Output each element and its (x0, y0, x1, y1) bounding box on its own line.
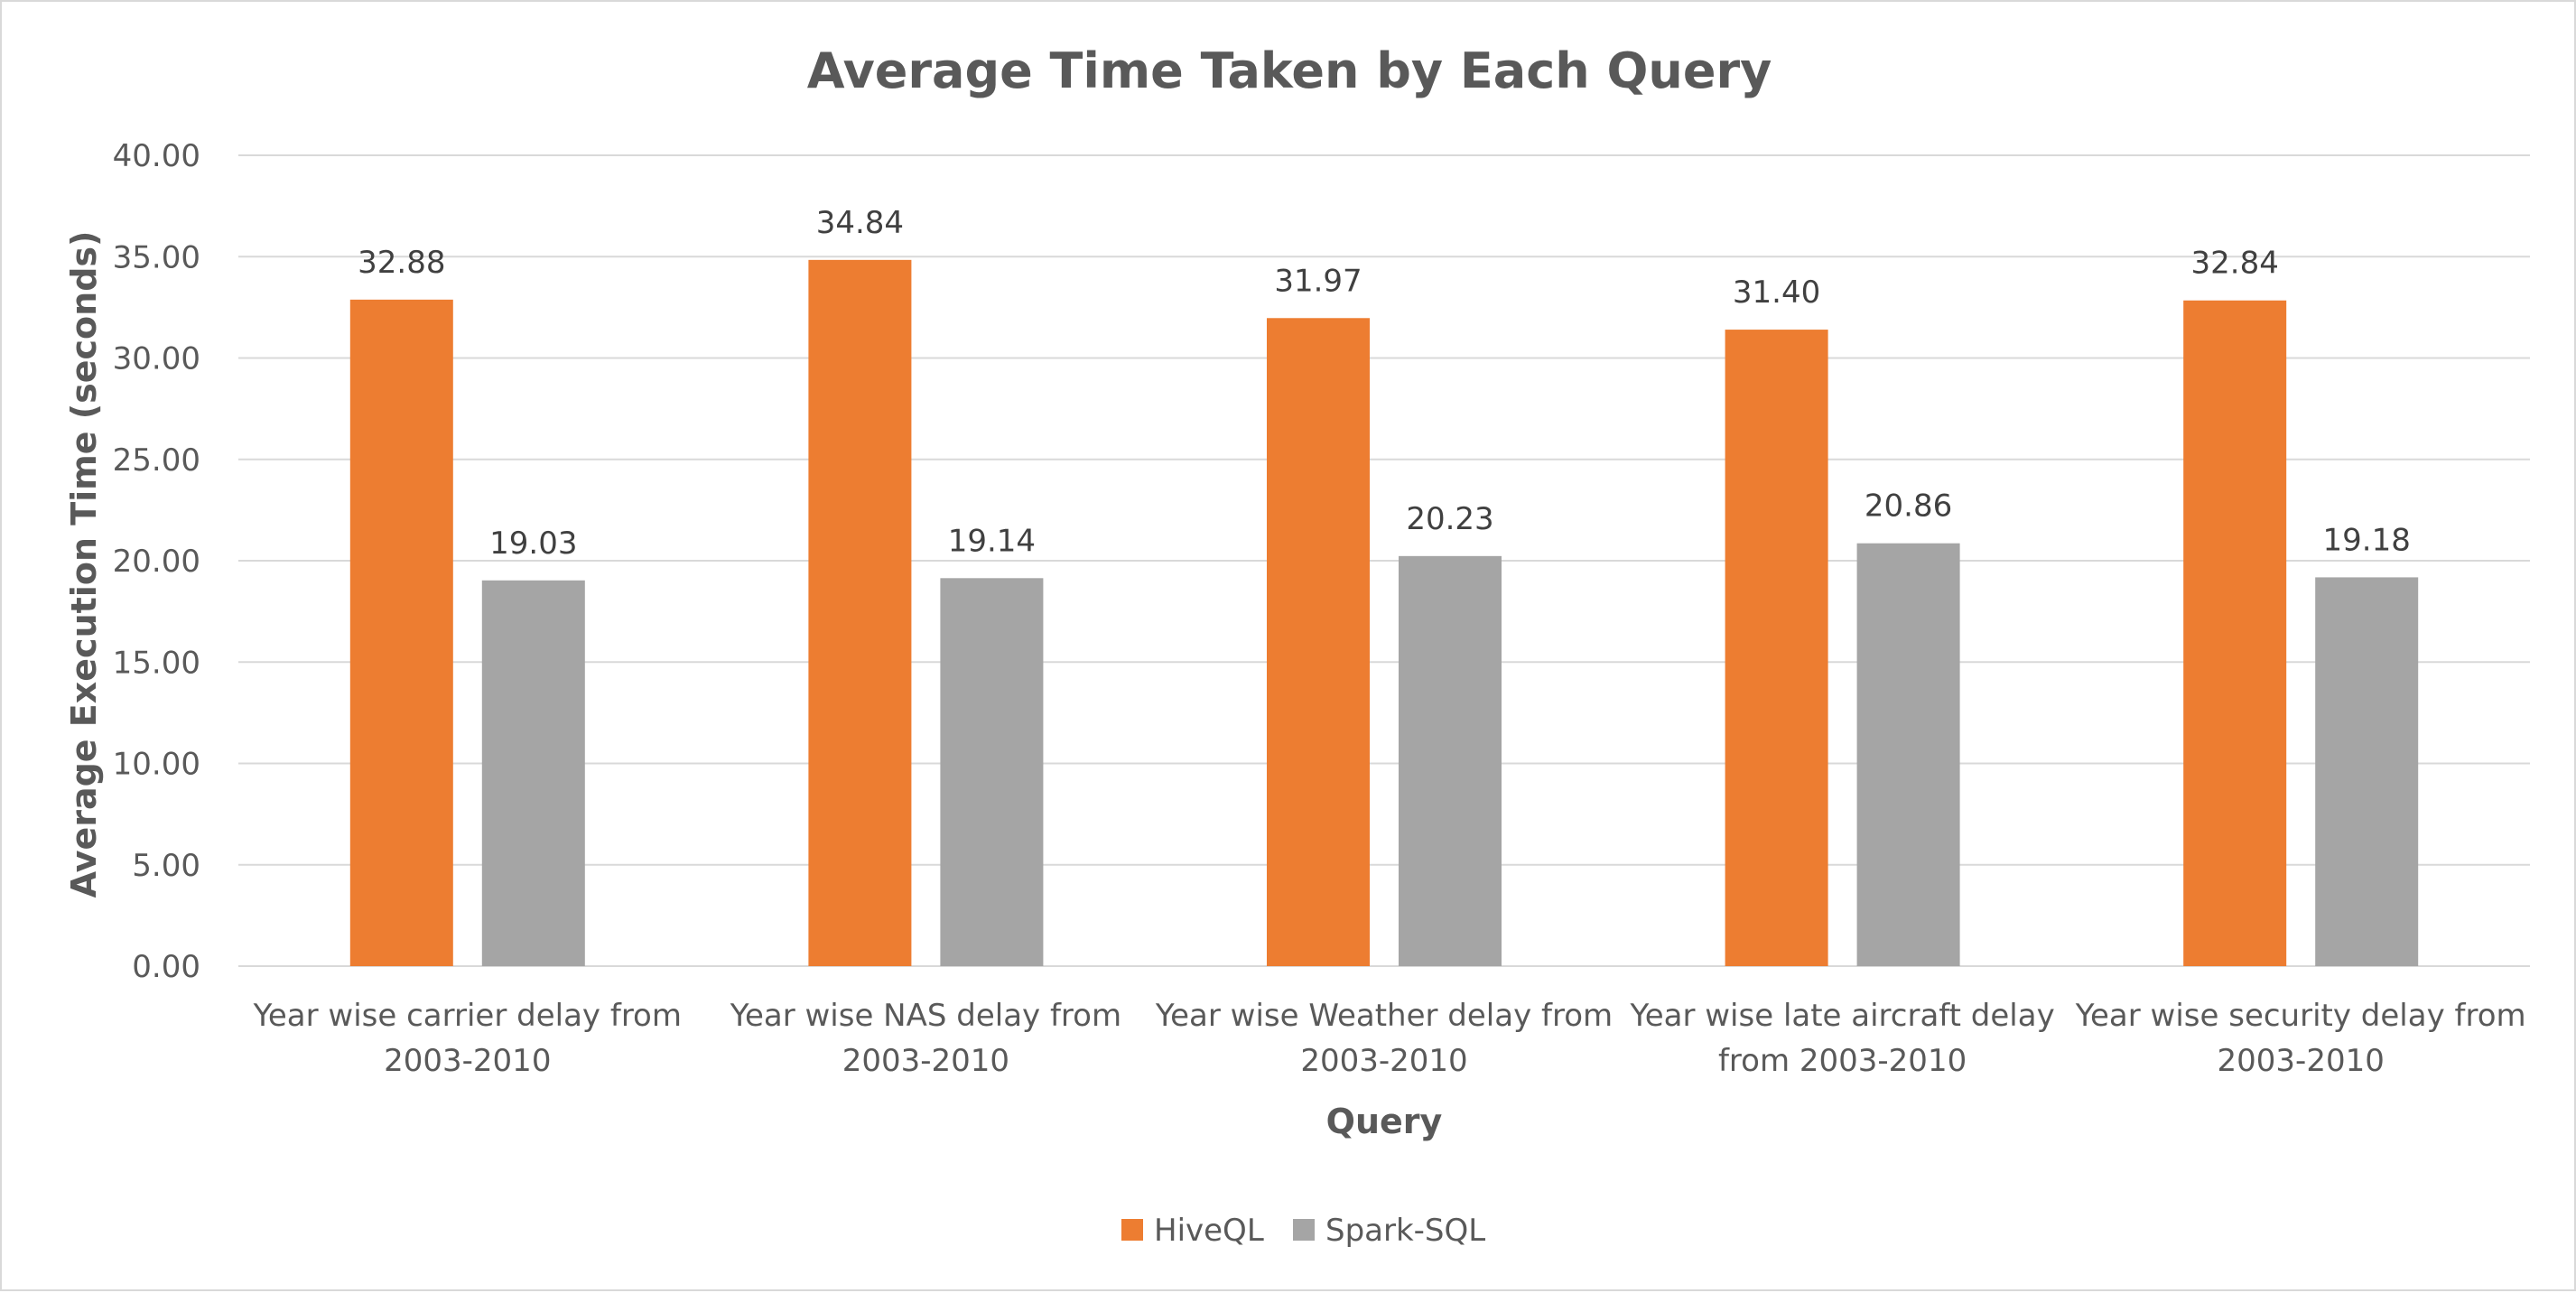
x-axis-categories: Year wise carrier delay from 2003-2010 Yea… (253, 998, 2526, 1079)
data-label: 32.88 (358, 245, 445, 281)
data-label: 20.23 (1406, 501, 1493, 537)
x-category-label: from 2003-2010 (1718, 1043, 1967, 1079)
x-axis-title: Query (1326, 1102, 1443, 1141)
bar-spark-sql-4 (1856, 543, 1960, 966)
y-tick-label: 10.00 (113, 747, 200, 783)
data-label: 19.03 (489, 526, 577, 562)
bar-hiveql-4 (1725, 330, 1828, 966)
x-category-label: Year wise carrier delay from (253, 998, 682, 1034)
bar-hiveql-2 (808, 259, 912, 966)
legend-label: Spark-SQL (1325, 1213, 1485, 1249)
bar-spark-sql-2 (940, 578, 1044, 966)
y-tick-label: 40.00 (113, 138, 200, 174)
x-category-label: 2003-2010 (842, 1043, 1009, 1079)
legend-swatch-hiveql (1121, 1219, 1143, 1241)
data-label: 19.18 (2323, 522, 2411, 558)
bars (349, 259, 2419, 966)
bar-hiveql-1 (349, 299, 453, 966)
data-label: 31.97 (1274, 263, 1362, 299)
bar-spark-sql-5 (2315, 577, 2419, 966)
data-label: 19.14 (948, 523, 1036, 559)
x-category-label: Year wise NAS delay from (730, 998, 1121, 1034)
y-axis-title: Average Execution Time (seconds) (64, 231, 104, 898)
data-label: 31.40 (1733, 274, 1820, 311)
y-tick-label: 30.00 (113, 341, 200, 377)
gridlines (238, 154, 2530, 967)
y-axis-ticks: 0.00 5.00 10.00 15.00 20.00 25.00 30.00 35.00 40… (113, 138, 200, 985)
bar-spark-sql-3 (1399, 555, 1502, 966)
y-tick-label: 20.00 (113, 544, 200, 580)
y-tick-label: 5.00 (132, 848, 200, 884)
y-tick-label: 15.00 (113, 645, 200, 681)
legend-swatch-spark-sql (1293, 1219, 1315, 1241)
data-label: 20.86 (1865, 488, 1952, 525)
y-tick-label: 35.00 (113, 239, 200, 275)
data-label: 32.84 (2191, 246, 2279, 282)
bar-hiveql-5 (2183, 300, 2287, 966)
x-category-label: Year wise Weather delay from (1155, 998, 1613, 1034)
legend: HiveQL Spark-SQL (1121, 1213, 1485, 1249)
y-tick-label: 0.00 (132, 949, 200, 985)
data-labels: 32.88 34.84 31.97 31.40 32.84 19.03 19.14 20.23… (358, 205, 2411, 562)
bar-hiveql-3 (1267, 318, 1370, 966)
x-category-label: 2003-2010 (2218, 1043, 2385, 1079)
x-category-label: 2003-2010 (384, 1043, 551, 1079)
x-category-label: Year wise security delay from (2075, 998, 2526, 1034)
x-category-label: Year wise late aircraft delay (1629, 998, 2054, 1034)
x-category-label: 2003-2010 (1300, 1043, 1467, 1079)
legend-label: HiveQL (1154, 1213, 1264, 1249)
chart-title: Average Time Taken by Each Query (807, 42, 1772, 99)
bar-spark-sql-1 (481, 580, 585, 966)
data-label: 34.84 (816, 205, 904, 241)
y-tick-label: 25.00 (113, 442, 200, 479)
